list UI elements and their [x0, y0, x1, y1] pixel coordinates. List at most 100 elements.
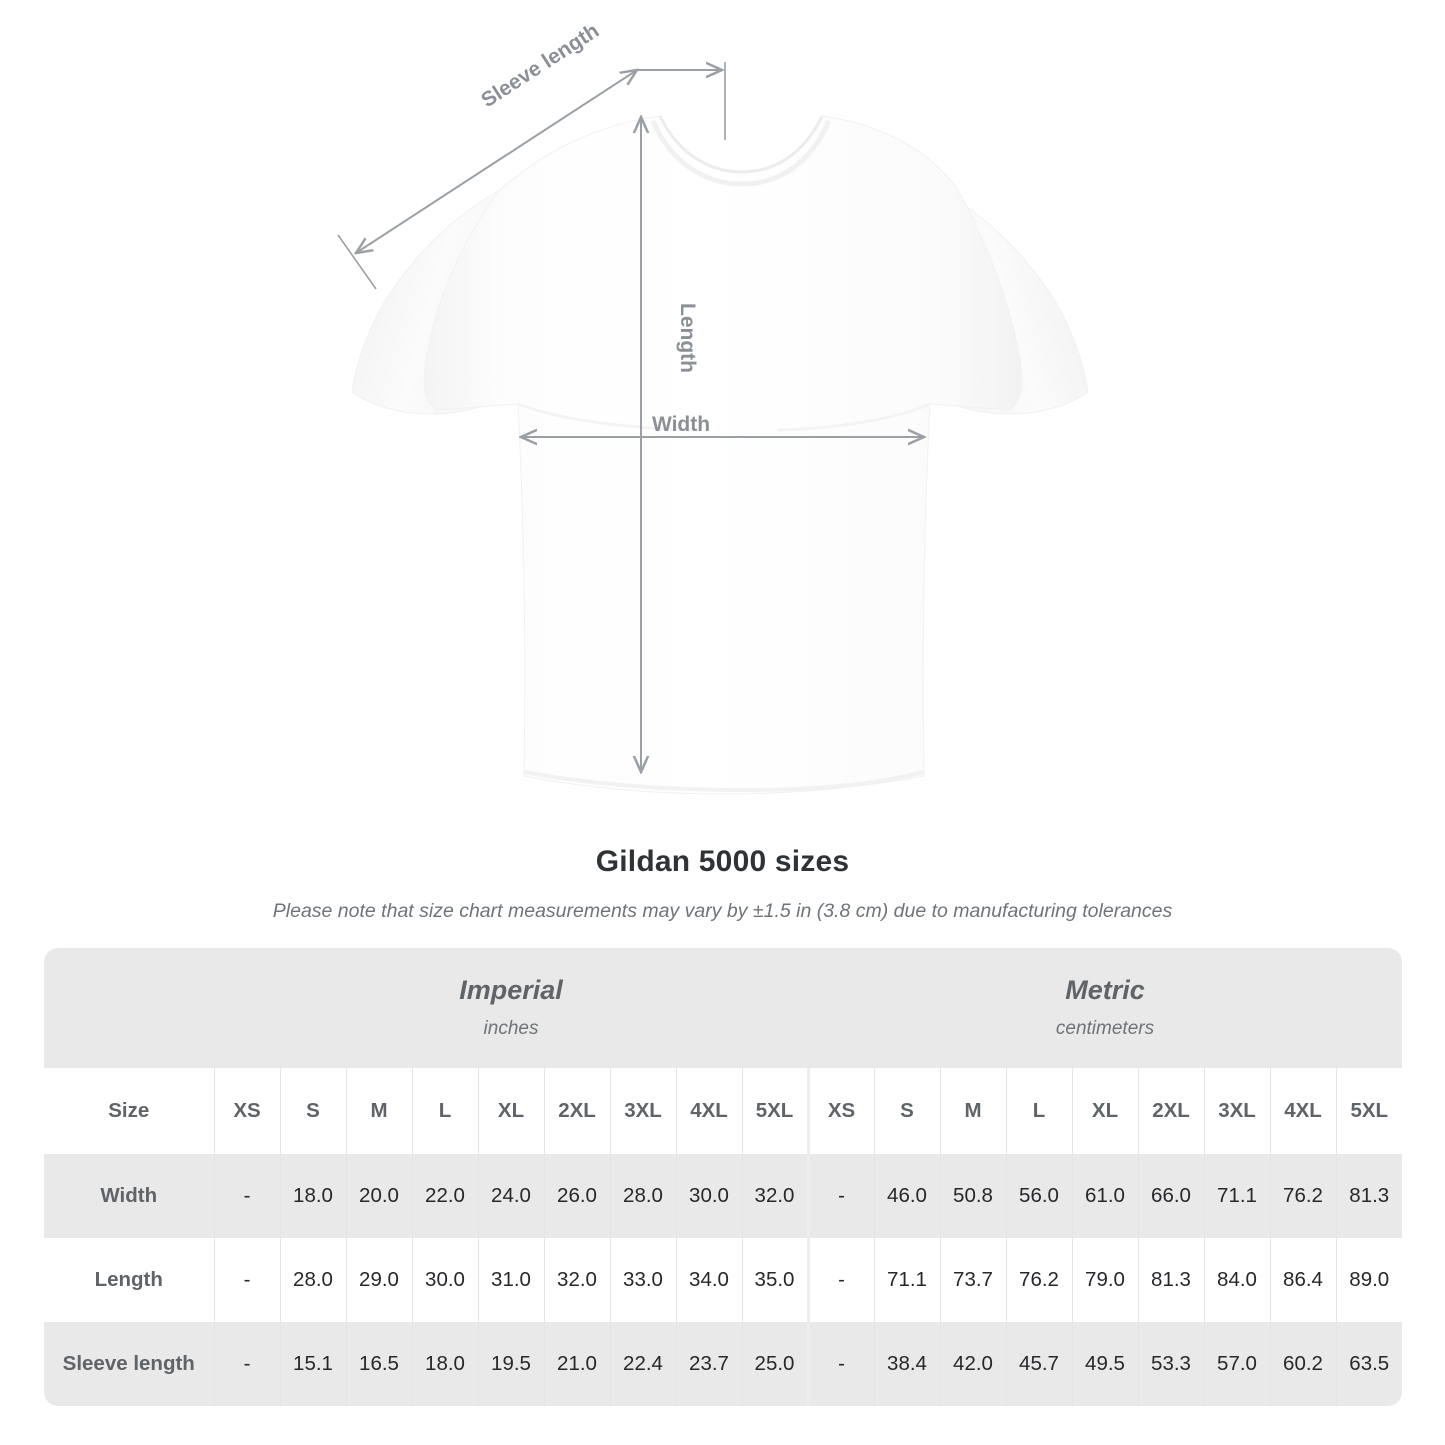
- cell-imperial: -: [213, 1154, 280, 1238]
- unit-sub-imperial: inches: [483, 1017, 539, 1039]
- cell-imperial: 26.0: [543, 1154, 610, 1238]
- cell-metric: 57.0: [1203, 1322, 1270, 1406]
- cell-imperial: 25.0: [741, 1322, 808, 1406]
- cell-metric: 60.2: [1269, 1322, 1336, 1406]
- cell-metric: 50.8: [939, 1154, 1006, 1238]
- cell-metric: 86.4: [1269, 1238, 1336, 1322]
- cell-metric: 61.0: [1071, 1154, 1138, 1238]
- cell-metric: 76.2: [1269, 1154, 1336, 1238]
- unit-band-spacer: [44, 948, 214, 1068]
- cell-metric: 81.3: [1335, 1154, 1402, 1238]
- cell-metric: 79.0: [1071, 1238, 1138, 1322]
- width-dimension: Width: [521, 413, 924, 437]
- cell-imperial: 28.0: [279, 1238, 346, 1322]
- cell-imperial: 18.0: [279, 1154, 346, 1238]
- cell-imperial: 30.0: [411, 1238, 478, 1322]
- cell-imperial: 29.0: [345, 1238, 412, 1322]
- cell-imperial: 33.0: [609, 1238, 676, 1322]
- size-header-metric-m: M: [939, 1068, 1006, 1154]
- row-label-width: Width: [44, 1154, 214, 1238]
- cell-metric: 84.0: [1203, 1238, 1270, 1322]
- cell-metric: 81.3: [1137, 1238, 1204, 1322]
- t-shirt-shape: [351, 115, 1089, 795]
- size-header-metric-xs: XS: [806, 1068, 874, 1154]
- sleeve-length-label: Sleeve length: [477, 19, 603, 112]
- size-header-metric-xl: XL: [1071, 1068, 1138, 1154]
- size-header-imperial-s: S: [279, 1068, 346, 1154]
- cell-imperial: 32.0: [741, 1154, 808, 1238]
- width-label: Width: [652, 413, 710, 436]
- cell-metric: 46.0: [873, 1154, 940, 1238]
- garment-diagram: Sleeve length Length Width: [337, 19, 1089, 795]
- unit-band-row: Imperial inches Metric centimeters: [44, 948, 1402, 1068]
- cell-metric: 66.0: [1137, 1154, 1204, 1238]
- cell-imperial: 23.7: [675, 1322, 742, 1406]
- cell-imperial: 24.0: [477, 1154, 544, 1238]
- size-header-metric-2xl: 2XL: [1137, 1068, 1204, 1154]
- cell-metric: 53.3: [1137, 1322, 1204, 1406]
- cell-metric: 49.5: [1071, 1322, 1138, 1406]
- size-header-metric-l: L: [1005, 1068, 1072, 1154]
- cell-imperial: 15.1: [279, 1322, 346, 1406]
- size-header-imperial-5xl: 5XL: [741, 1068, 808, 1154]
- size-header-metric-3xl: 3XL: [1203, 1068, 1270, 1154]
- t-shirt-illustration: Sleeve length Length Width: [337, 19, 1089, 795]
- size-header-imperial-2xl: 2XL: [543, 1068, 610, 1154]
- size-header-label: Size: [44, 1068, 214, 1154]
- cell-metric: -: [806, 1322, 874, 1406]
- unit-name-metric: Metric: [1065, 974, 1145, 1005]
- unit-group-metric: Metric centimeters: [808, 948, 1402, 1068]
- cell-metric: 71.1: [873, 1238, 940, 1322]
- cell-imperial: 22.0: [411, 1154, 478, 1238]
- unit-name-imperial: Imperial: [459, 974, 563, 1005]
- cell-metric: 76.2: [1005, 1238, 1072, 1322]
- table-row: Width -18.0 20.0 22.0 24.0 26.0 28.0 30.0 32.0-4…: [44, 1154, 1402, 1238]
- size-header-imperial-xs: XS: [213, 1068, 280, 1154]
- unit-sub-metric: centimeters: [1055, 1017, 1155, 1039]
- cell-imperial: -: [213, 1238, 280, 1322]
- cell-imperial: 20.0: [345, 1154, 412, 1238]
- cell-metric: 73.7: [939, 1238, 1006, 1322]
- page-title: Gildan 5000 sizes: [595, 845, 850, 878]
- table-row: Sleeve length -15.1 16.5 18.0 19.5 21.0 22.4 23…: [44, 1322, 1402, 1406]
- cell-metric: -: [806, 1154, 874, 1238]
- cell-metric: -: [806, 1238, 874, 1322]
- cell-metric: 56.0: [1005, 1154, 1072, 1238]
- cell-imperial: 21.0: [543, 1322, 610, 1406]
- row-label-length: Length: [44, 1238, 214, 1322]
- cell-imperial: 32.0: [543, 1238, 610, 1322]
- size-header-imperial-3xl: 3XL: [609, 1068, 676, 1154]
- size-chart-table-wrapper: Imperial inches Metric centimeters Size …: [44, 948, 1402, 1406]
- size-header-metric-4xl: 4XL: [1269, 1068, 1336, 1154]
- cell-imperial: 28.0: [609, 1154, 676, 1238]
- chart-heading: Gildan 5000 sizes Please note that size …: [0, 845, 1445, 923]
- size-header-metric-5xl: 5XL: [1335, 1068, 1402, 1154]
- cell-imperial: -: [213, 1322, 280, 1406]
- length-label: Length: [676, 303, 699, 373]
- cell-imperial: 30.0: [675, 1154, 742, 1238]
- cell-imperial: 35.0: [741, 1238, 808, 1322]
- unit-group-imperial: Imperial inches: [214, 948, 808, 1068]
- size-header-metric-s: S: [873, 1068, 940, 1154]
- cell-metric: 45.7: [1005, 1322, 1072, 1406]
- tolerance-note: Please note that size chart measurements…: [272, 900, 1173, 922]
- size-header-imperial-l: L: [411, 1068, 478, 1154]
- cell-metric: 63.5: [1335, 1322, 1402, 1406]
- cell-imperial: 18.0: [411, 1322, 478, 1406]
- cell-metric: 42.0: [939, 1322, 1006, 1406]
- size-header-imperial-xl: XL: [477, 1068, 544, 1154]
- cell-metric: 89.0: [1335, 1238, 1402, 1322]
- row-label-sleeve-length: Sleeve length: [44, 1322, 214, 1406]
- cell-imperial: 19.5: [477, 1322, 544, 1406]
- size-header-row: Size XS S M L XL 2XL 3XL 4XL 5XL XS S M L XL 2XL 3XL 4XL…: [44, 1068, 1402, 1154]
- table-row: Length -28.0 29.0 30.0 31.0 32.0 33.0 34.0 35.0-…: [44, 1238, 1402, 1322]
- cell-imperial: 34.0: [675, 1238, 742, 1322]
- size-header-imperial-m: M: [345, 1068, 412, 1154]
- cell-metric: 38.4: [873, 1322, 940, 1406]
- cell-imperial: 22.4: [609, 1322, 676, 1406]
- size-chart-table: Imperial inches Metric centimeters Size …: [44, 948, 1402, 1406]
- cell-imperial: 31.0: [477, 1238, 544, 1322]
- size-header-imperial-4xl: 4XL: [675, 1068, 742, 1154]
- cell-imperial: 16.5: [345, 1322, 412, 1406]
- cell-metric: 71.1: [1203, 1154, 1270, 1238]
